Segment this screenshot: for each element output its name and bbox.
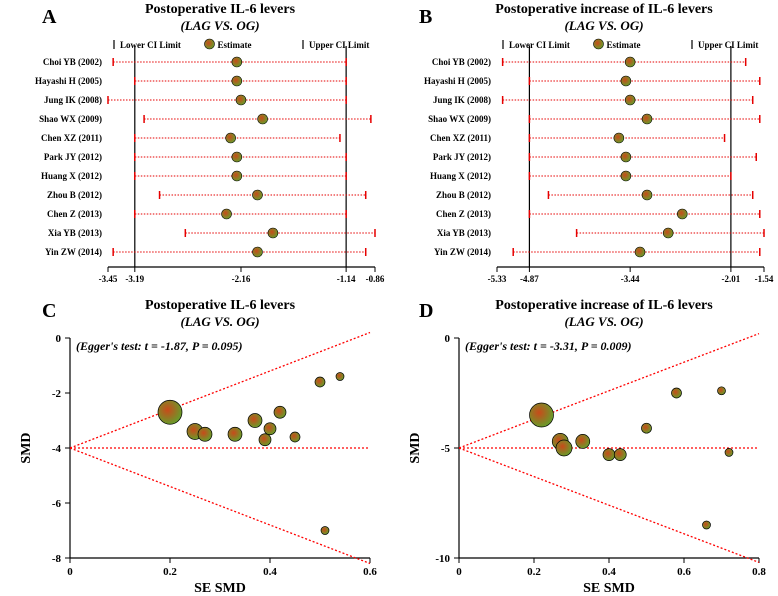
svg-text:-2: -2 — [52, 388, 62, 400]
svg-text:Choi YB (2002): Choi YB (2002) — [43, 57, 102, 67]
svg-text:Huang X (2012): Huang X (2012) — [430, 171, 491, 181]
panel-title-B: Postoperative increase of IL-6 levers — [444, 2, 764, 18]
svg-text:Shao WX (2009): Shao WX (2009) — [39, 114, 102, 124]
svg-text:Hayashi H (2005): Hayashi H (2005) — [35, 76, 102, 86]
svg-text:-1.14: -1.14 — [337, 274, 356, 284]
svg-text:0.4: 0.4 — [263, 566, 277, 578]
svg-text:Huang X (2012): Huang X (2012) — [41, 171, 102, 181]
svg-text:-5.33: -5.33 — [488, 274, 507, 284]
svg-text:-10: -10 — [435, 553, 450, 565]
panel-A: A Postoperative IL-6 levers (LAG VS. OG)… — [0, 0, 389, 298]
svg-text:0.2: 0.2 — [163, 566, 177, 578]
svg-text:-4.87: -4.87 — [520, 274, 539, 284]
svg-text:Chen XZ (2011): Chen XZ (2011) — [430, 133, 491, 143]
svg-text:(Egger's test: t = -1.87, P =: (Egger's test: t = -1.87, P = 0.095) — [76, 339, 243, 353]
svg-text:Hayashi H (2005): Hayashi H (2005) — [424, 76, 491, 86]
panel-title-A: Postoperative IL-6 levers — [70, 2, 370, 18]
svg-text:0.4: 0.4 — [602, 566, 616, 578]
svg-text:Xia YB (2013): Xia YB (2013) — [437, 228, 491, 238]
svg-text:SMD: SMD — [19, 432, 34, 463]
svg-text:0.6: 0.6 — [677, 566, 691, 578]
svg-text:Yin ZW (2014): Yin ZW (2014) — [434, 247, 491, 257]
funnel-plot-D: (Egger's test: t = -3.31, P = 0.009) 0 0.2… — [389, 298, 778, 596]
svg-text:0.2: 0.2 — [527, 566, 541, 578]
funnel-plot-C: (Egger's test: t = -1.87, P = 0.095) 0 0.2… — [0, 298, 389, 596]
svg-text:Estimate: Estimate — [218, 40, 252, 50]
svg-text:0: 0 — [456, 566, 462, 578]
panel-B: B Postoperative increase of IL-6 levers … — [389, 0, 778, 298]
panel-subtitle-A: (LAG VS. OG) — [70, 18, 370, 34]
panel-label-B: B — [419, 6, 432, 29]
forest-plot-A: Lower CI Limit Estimate Upper CI Limit Choi… — [0, 0, 389, 298]
svg-text:SE SMD: SE SMD — [194, 581, 246, 596]
svg-text:Zhou B (2012): Zhou B (2012) — [47, 190, 102, 200]
svg-text:Shao WX (2009): Shao WX (2009) — [428, 114, 491, 124]
svg-text:-5: -5 — [441, 443, 451, 455]
svg-text:-1.54: -1.54 — [755, 274, 774, 284]
svg-text:Upper CI Limit: Upper CI Limit — [698, 40, 758, 50]
panel-title-C: Postoperative IL-6 levers — [70, 298, 370, 314]
svg-text:0.8: 0.8 — [752, 566, 766, 578]
svg-text:Jung IK (2008): Jung IK (2008) — [44, 95, 102, 105]
svg-text:Xia YB (2013): Xia YB (2013) — [48, 228, 102, 238]
svg-text:Choi YB (2002): Choi YB (2002) — [432, 57, 491, 67]
panel-subtitle-D: (LAG VS. OG) — [444, 314, 764, 330]
svg-text:-3.19: -3.19 — [125, 274, 144, 284]
svg-text:-8: -8 — [52, 553, 62, 565]
panel-D: D Postoperative increase of IL-6 levers … — [389, 298, 778, 596]
svg-text:-6: -6 — [52, 498, 62, 510]
svg-text:Zhou B (2012): Zhou B (2012) — [436, 190, 491, 200]
svg-text:(Egger's test: t = -3.31, P =: (Egger's test: t = -3.31, P = 0.009) — [465, 339, 632, 353]
svg-text:Lower CI Limit: Lower CI Limit — [509, 40, 570, 50]
panel-subtitle-B: (LAG VS. OG) — [444, 18, 764, 34]
svg-text:0: 0 — [56, 333, 62, 345]
svg-text:0.6: 0.6 — [363, 566, 377, 578]
svg-text:0: 0 — [67, 566, 73, 578]
svg-text:-2.16: -2.16 — [232, 274, 251, 284]
svg-text:Upper CI Limit: Upper CI Limit — [309, 40, 369, 50]
svg-text:Park JY (2012): Park JY (2012) — [44, 152, 102, 162]
svg-text:SE SMD: SE SMD — [583, 581, 635, 596]
svg-text:Chen Z (2013): Chen Z (2013) — [47, 209, 102, 219]
svg-text:Yin ZW (2014): Yin ZW (2014) — [45, 247, 102, 257]
panel-C: C Postoperative IL-6 levers (LAG VS. OG)… — [0, 298, 389, 596]
svg-text:-3.45: -3.45 — [99, 274, 118, 284]
svg-text:Jung IK (2008): Jung IK (2008) — [433, 95, 491, 105]
svg-text:Chen Z (2013): Chen Z (2013) — [436, 209, 491, 219]
panel-label-D: D — [419, 300, 433, 323]
svg-text:-2.01: -2.01 — [722, 274, 741, 284]
svg-text:Estimate: Estimate — [607, 40, 641, 50]
svg-text:SMD: SMD — [408, 432, 423, 463]
svg-text:-3.44: -3.44 — [621, 274, 640, 284]
svg-text:-4: -4 — [52, 443, 62, 455]
svg-text:Chen XZ (2011): Chen XZ (2011) — [41, 133, 102, 143]
panel-title-D: Postoperative increase of IL-6 levers — [444, 298, 764, 314]
panel-label-A: A — [42, 6, 56, 29]
svg-text:0: 0 — [445, 333, 451, 345]
svg-text:Park JY (2012): Park JY (2012) — [433, 152, 491, 162]
forest-plot-B: Lower CI Limit Estimate Upper CI Limit Choi… — [389, 0, 778, 298]
panel-label-C: C — [42, 300, 56, 323]
svg-text:-0.86: -0.86 — [366, 274, 385, 284]
panel-subtitle-C: (LAG VS. OG) — [70, 314, 370, 330]
svg-text:Lower CI Limit: Lower CI Limit — [120, 40, 181, 50]
